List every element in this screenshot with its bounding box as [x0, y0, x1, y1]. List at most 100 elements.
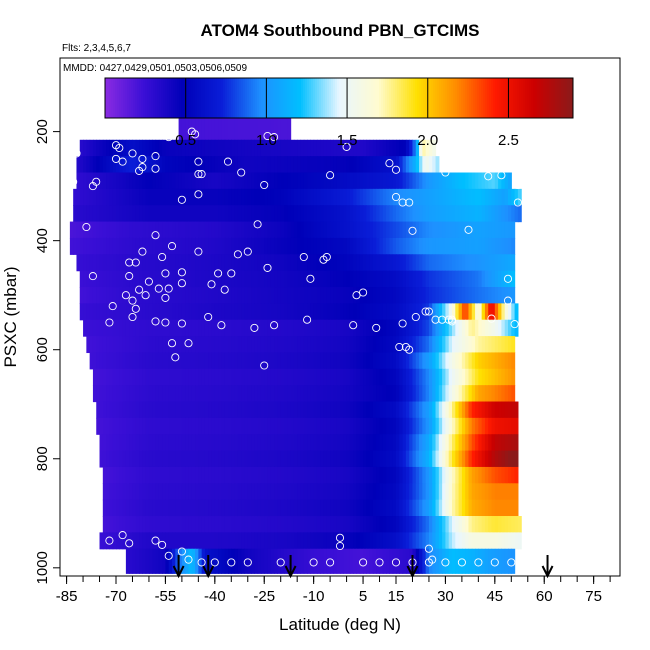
heat-cell — [468, 499, 473, 517]
x-tick-label: 60 — [536, 588, 553, 605]
sample-point — [260, 361, 269, 370]
heat-cell — [201, 205, 206, 223]
heat-cell — [152, 516, 157, 533]
heat-cell — [201, 221, 206, 239]
heat-cell — [135, 237, 140, 255]
heat-cell — [247, 336, 252, 354]
heat-cell — [132, 254, 137, 272]
heat-cell — [438, 466, 443, 484]
heat-cell — [452, 352, 456, 370]
heat-cell — [330, 237, 335, 255]
sample-point — [125, 258, 134, 267]
heat-cell — [425, 434, 430, 452]
heat-cell — [221, 532, 226, 550]
heat-cell — [155, 352, 160, 370]
heat-cell — [484, 368, 489, 386]
heat-cell — [191, 417, 196, 435]
heat-cell — [224, 287, 229, 304]
heat-cell — [330, 434, 335, 452]
heat-cell — [148, 254, 153, 272]
sample-point — [303, 315, 312, 324]
heat-cell — [251, 434, 255, 452]
sample-point — [88, 272, 97, 281]
sample-point — [375, 558, 384, 567]
heat-cell — [402, 270, 407, 288]
heat-cell — [494, 205, 499, 223]
heat-cell — [340, 336, 344, 354]
heat-cell — [475, 466, 479, 484]
heat-cell — [155, 532, 160, 550]
heat-cell — [277, 188, 282, 206]
heat-cell — [280, 139, 285, 157]
heat-cell — [504, 205, 509, 223]
heat-cell — [369, 319, 374, 337]
heat-cell — [204, 499, 209, 517]
heat-cell — [478, 516, 483, 533]
heat-cell — [214, 368, 219, 386]
heat-cell — [448, 499, 453, 517]
heat-cell — [382, 319, 387, 337]
heat-cell — [475, 499, 479, 517]
heat-cell — [135, 336, 140, 354]
heat-cell — [379, 205, 384, 223]
heat-cell — [369, 254, 374, 272]
heat-cell — [172, 417, 176, 435]
colorbar-swatch — [213, 78, 216, 118]
heat-cell — [316, 499, 321, 517]
heat-cell — [172, 532, 176, 550]
heat-cell — [471, 368, 476, 386]
heat-cell — [92, 172, 97, 190]
heat-cell — [96, 172, 101, 190]
heat-cell — [162, 401, 167, 419]
heat-cell — [494, 483, 499, 501]
heat-cell — [333, 499, 338, 517]
heat-cell — [300, 516, 305, 533]
heat-cell — [488, 237, 493, 255]
heat-cell — [323, 548, 328, 574]
heat-cell — [132, 270, 137, 288]
heat-cell — [165, 499, 170, 517]
heat-cell — [366, 450, 371, 468]
heat-cell — [204, 352, 209, 370]
heat-cell — [491, 385, 496, 403]
heat-cell — [419, 450, 423, 468]
heat-cell — [99, 532, 104, 550]
heat-cell — [455, 450, 460, 468]
heat-cell — [290, 303, 295, 321]
heat-cell — [389, 516, 394, 533]
sample-point — [513, 180, 522, 190]
heat-cell — [270, 336, 275, 354]
heat-cell — [264, 401, 269, 419]
heat-cell — [475, 352, 479, 370]
heat-cell — [379, 254, 384, 272]
heat-cell — [369, 401, 374, 419]
heat-cell — [366, 417, 371, 435]
heat-cell — [504, 548, 509, 574]
heat-cell — [435, 466, 440, 484]
colorbar-swatch — [235, 78, 238, 118]
heat-cell — [366, 368, 371, 386]
heat-cell — [221, 188, 226, 206]
heat-cell — [221, 270, 226, 288]
heat-cell — [264, 270, 269, 288]
heat-cell — [478, 188, 483, 206]
heat-cell — [419, 303, 423, 321]
heat-cell — [148, 450, 153, 468]
heat-cell — [428, 532, 433, 550]
heat-cell — [267, 156, 272, 174]
sample-point — [342, 142, 351, 151]
heat-cell — [422, 401, 427, 419]
heat-cell — [89, 172, 94, 190]
heat-cell — [221, 385, 226, 403]
heat-cell — [300, 466, 305, 484]
heat-cell — [188, 254, 193, 272]
heat-cell — [320, 172, 325, 190]
heat-cell — [425, 417, 430, 435]
heat-cell — [415, 221, 420, 239]
heat-cell — [353, 139, 358, 157]
colorbar-swatch — [173, 78, 176, 118]
heat-cell — [435, 516, 440, 533]
heat-cell — [508, 319, 512, 337]
heat-cell — [195, 336, 199, 354]
heat-cell — [326, 287, 331, 304]
